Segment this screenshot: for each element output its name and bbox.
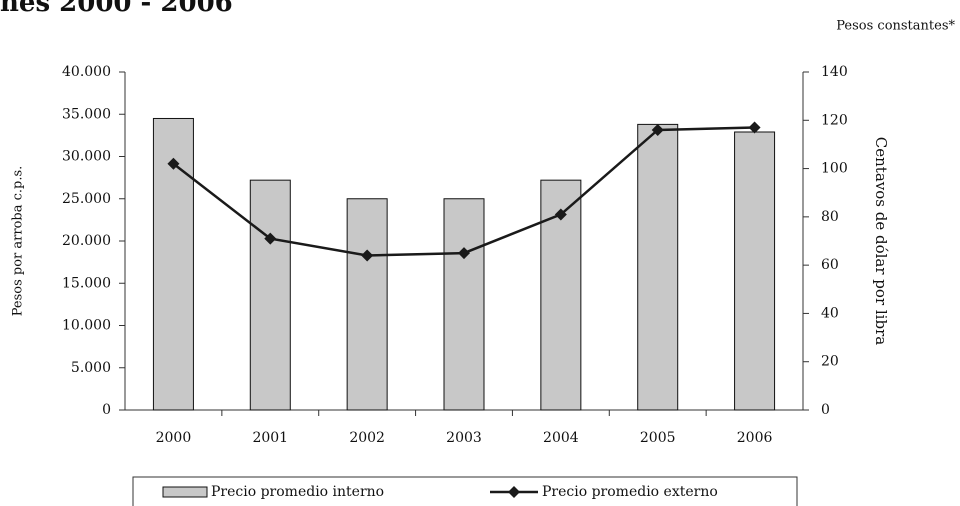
x-tick-label: 2000 [156,430,192,446]
legend-box [132,476,798,506]
y-tick-label: 0 [102,402,111,418]
y-tick-label: 40.000 [62,64,111,80]
legend-swatch [162,486,208,498]
line-marker [264,232,277,245]
y-tick-label: 10.000 [62,318,111,334]
line-marker [361,249,374,262]
line-marker [554,208,567,221]
y2-axis-label: Centavos de dólar por libra [872,137,890,345]
legend-label: Precio promedio interno [211,484,384,500]
legend-marker [508,486,520,498]
line-marker [651,123,664,136]
x-tick-label: 2001 [252,430,288,446]
y2-tick-label: 140 [821,64,848,80]
y-tick-label: 25.000 [62,191,111,207]
y-tick-label: 30.000 [62,149,111,165]
line-marker [458,247,470,260]
y-tick-label: 20.000 [62,233,111,249]
x-tick-label: 2002 [349,430,385,446]
bar [734,131,776,411]
chart-title: nes 2000 - 2006 [0,0,233,18]
y2-tick-label: 100 [821,161,848,177]
y2-tick-label: 120 [821,112,848,128]
y-axis-label: Pesos por arroba c.p.s. [11,166,26,317]
y2-tick-label: 0 [821,402,830,418]
subtitle: Pesos constantes* [836,19,955,34]
line-marker [167,157,180,170]
legend-label: Precio promedio externo [542,484,718,500]
y2-tick-label: 40 [821,305,839,321]
x-tick-label: 2003 [446,430,482,446]
x-tick-label: 2004 [543,430,579,446]
y-tick-label: 15.000 [62,275,111,291]
bar [637,123,679,411]
y2-tick-label: 80 [821,209,839,225]
y-tick-label: 5.000 [71,360,111,376]
y-tick-label: 35.000 [62,106,111,122]
x-tick-label: 2006 [737,430,773,446]
line-marker [748,121,761,134]
bar [346,198,388,411]
bar [443,198,485,411]
x-tick-label: 2005 [640,430,676,446]
bar [249,179,291,411]
y2-tick-label: 60 [821,257,839,273]
y2-tick-label: 20 [821,354,839,370]
